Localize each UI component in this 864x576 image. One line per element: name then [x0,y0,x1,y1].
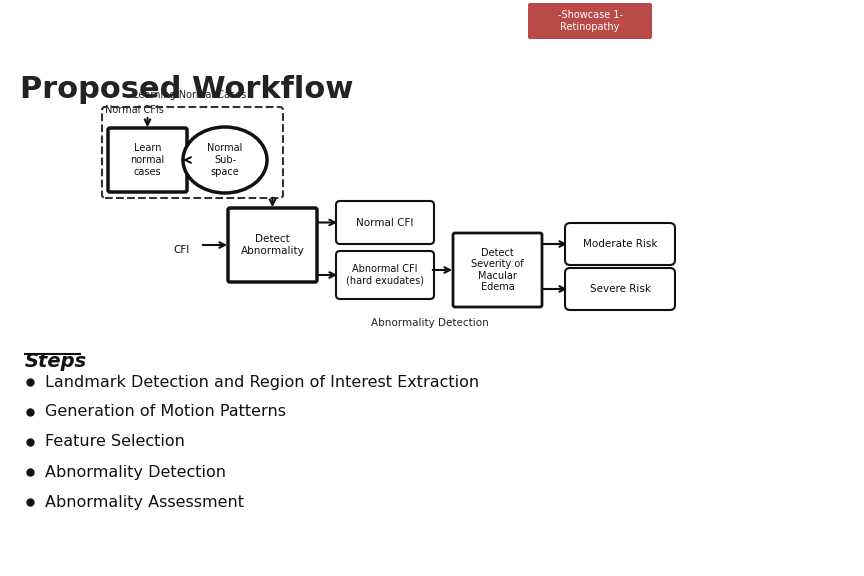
Text: Detect
Severity of
Macular
Edema: Detect Severity of Macular Edema [471,248,524,293]
Text: Normal CFI: Normal CFI [356,218,414,228]
Text: CFI: CFI [174,245,190,255]
FancyBboxPatch shape [528,3,652,39]
FancyBboxPatch shape [108,128,187,192]
Text: Proposed Workflow: Proposed Workflow [20,75,353,104]
FancyBboxPatch shape [453,233,542,307]
FancyBboxPatch shape [228,208,317,282]
Text: Severe Risk: Severe Risk [589,284,651,294]
Text: Detect
Abnormality: Detect Abnormality [241,234,304,256]
Text: Learn
normal
cases: Learn normal cases [130,143,165,177]
FancyBboxPatch shape [336,201,434,244]
Text: Abnormal CFI
(hard exudates): Abnormal CFI (hard exudates) [346,264,424,286]
Text: Abnormality Detection: Abnormality Detection [372,318,489,328]
Text: Generation of Motion Patterns: Generation of Motion Patterns [45,404,286,419]
Ellipse shape [183,127,267,193]
Text: Abnormality Detection: Abnormality Detection [45,464,226,479]
Text: Learning Normal Cases: Learning Normal Cases [133,90,246,100]
Text: Moderate Risk: Moderate Risk [582,239,658,249]
Text: Feature Selection: Feature Selection [45,434,185,449]
Text: Landmark Detection and Region of Interest Extraction: Landmark Detection and Region of Interes… [45,374,480,389]
Text: Normal
Sub-
space: Normal Sub- space [207,143,243,177]
FancyBboxPatch shape [565,223,675,265]
Text: Steps: Steps [25,352,87,371]
FancyBboxPatch shape [565,268,675,310]
Text: Abnormality Assessment: Abnormality Assessment [45,495,244,510]
FancyBboxPatch shape [336,251,434,299]
Text: Normal CFIs: Normal CFIs [105,105,164,115]
Text: -Showcase 1-
Retinopathy: -Showcase 1- Retinopathy [557,10,622,32]
